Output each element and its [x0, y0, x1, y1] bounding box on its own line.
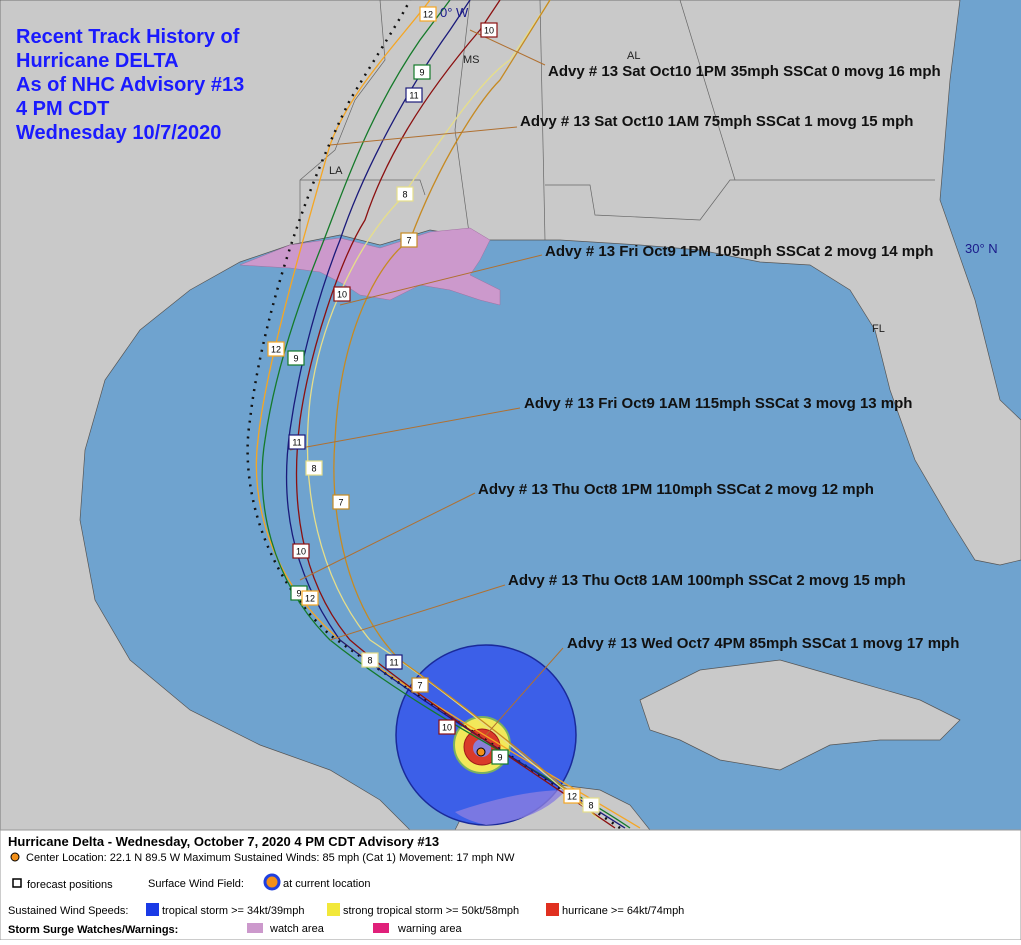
advisory-label: Advy # 13 Thu Oct8 1AM 100mph SSCat 2 mo… — [508, 572, 906, 589]
track-label-box — [385, 654, 403, 670]
track-label: 12 — [271, 344, 281, 354]
track-label: 10 — [442, 722, 452, 732]
track-label: 8 — [311, 463, 316, 473]
track-label: 8 — [402, 189, 407, 199]
legend-text: warning area — [397, 923, 462, 935]
track-label: 12 — [305, 593, 315, 603]
title-line: 4 PM CDT — [16, 98, 109, 120]
track-label-box — [411, 677, 429, 693]
track-label: 9 — [296, 588, 301, 598]
state-label: MS — [463, 54, 480, 66]
advisory-label: Advy # 13 Fri Oct9 1PM 105mph SSCat 2 mo… — [545, 243, 933, 260]
title: Recent Track History of Hurricane DELTA … — [16, 26, 244, 144]
track-label-box — [396, 186, 414, 202]
legend-text: tropical storm >= 34kt/39mph — [162, 905, 304, 917]
track-label: 9 — [293, 353, 298, 363]
legend-panel: Hurricane Delta - Wednesday, October 7, … — [0, 829, 1021, 941]
legend-text: at current location — [283, 878, 370, 890]
track-label: 11 — [292, 437, 301, 447]
track-label: 9 — [419, 67, 424, 77]
track-label-box — [563, 788, 581, 804]
track-label-box — [438, 719, 456, 735]
advisory-labels: Advy # 13 Sat Oct10 1PM 35mph SSCat 0 mo… — [478, 63, 959, 652]
state-label: AL — [627, 50, 640, 62]
cuba — [639, 659, 961, 771]
title-line: Wednesday 10/7/2020 — [16, 122, 221, 144]
legend-text: Sustained Wind Speeds: — [8, 905, 128, 917]
track-label-box — [419, 6, 437, 22]
title-line: Recent Track History of — [16, 26, 240, 48]
state-borders — [299, 0, 935, 250]
map-labels: AL MS LA FL 30° N 0° W — [329, 5, 998, 335]
track-label: 8 — [367, 655, 372, 665]
legend-text: hurricane >= 64kt/74mph — [562, 905, 684, 917]
track-label-box — [361, 652, 379, 668]
track-label: 7 — [406, 235, 411, 245]
track-label-box — [582, 797, 600, 813]
advisory-label: Advy # 13 Fri Oct9 1AM 115mph SSCat 3 mo… — [524, 395, 912, 412]
track-label: 10 — [484, 25, 494, 35]
lon-label: 0° W — [440, 5, 469, 20]
advisory-label: Advy # 13 Wed Oct7 4PM 85mph SSCat 1 mov… — [567, 635, 959, 652]
track-label-box — [491, 749, 509, 765]
title-line: Hurricane DELTA — [16, 50, 179, 72]
track-labels: 12 10 9 11 8 7 10 12 9 11 8 7 10 9 12 11 8 7 10 9 12 8 — [267, 6, 600, 813]
track-label: 11 — [409, 90, 418, 100]
legend-text: forecast positions — [27, 879, 113, 891]
track-label-box — [292, 543, 310, 559]
track-label: 7 — [417, 680, 422, 690]
track-label: 10 — [337, 289, 347, 299]
track-label-box — [413, 64, 431, 80]
track-label-box — [305, 460, 323, 476]
footer-headline: Hurricane Delta - Wednesday, October 7, … — [8, 834, 439, 849]
track-label: 7 — [338, 497, 343, 507]
track-label: 8 — [588, 800, 593, 810]
legend-text: Surface Wind Field: — [148, 878, 244, 890]
track-label: 12 — [423, 9, 433, 19]
leader-lines — [289, 29, 564, 736]
track-label-box — [287, 350, 305, 366]
track-label-box — [480, 22, 498, 38]
track-label-box — [400, 232, 418, 248]
advisory-label: Advy # 13 Thu Oct8 1PM 110mph SSCat 2 mo… — [478, 481, 874, 498]
title-line: As of NHC Advisory #13 — [16, 74, 244, 96]
advisory-label: Advy # 13 Sat Oct10 1PM 35mph SSCat 0 mo… — [548, 63, 941, 80]
track-label-box — [405, 87, 423, 103]
track-label-box — [267, 341, 285, 357]
track-label-box — [301, 590, 319, 606]
legend-text: watch area — [269, 923, 325, 935]
footer-details: Center Location: 22.1 N 89.5 W Maximum S… — [26, 852, 515, 864]
track-label: 9 — [497, 752, 502, 762]
advisory-label: Advy # 13 Sat Oct10 1AM 75mph SSCat 1 mo… — [520, 113, 913, 130]
track-label: 10 — [296, 546, 306, 556]
legend-text: strong tropical storm >= 50kt/58mph — [343, 905, 519, 917]
track-label: 12 — [567, 791, 577, 801]
land-north — [0, 0, 1021, 831]
track-label: 11 — [389, 657, 398, 667]
state-label: FL — [872, 323, 885, 335]
track-label-box — [332, 494, 350, 510]
track-label-box — [333, 286, 351, 302]
lat-label: 30° N — [965, 241, 998, 256]
legend-text: Storm Surge Watches/Warnings: — [8, 924, 178, 936]
state-label: LA — [329, 165, 343, 177]
track-label-box — [288, 434, 306, 450]
